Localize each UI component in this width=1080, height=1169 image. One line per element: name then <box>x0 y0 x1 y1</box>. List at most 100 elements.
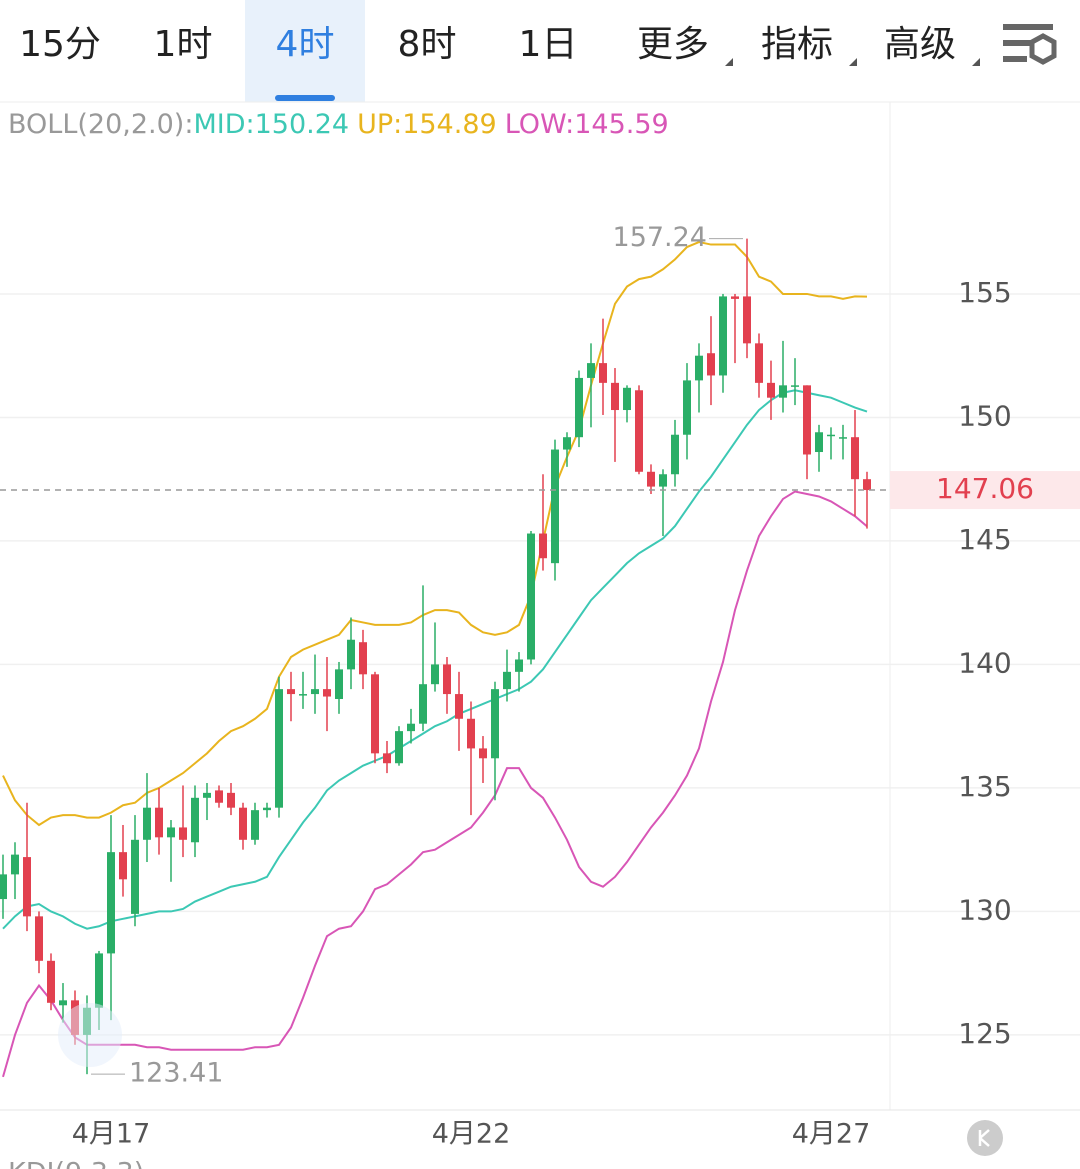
candle-body <box>143 807 151 840</box>
candle-body <box>35 916 43 961</box>
candle-body <box>119 852 127 880</box>
candle-body <box>335 669 343 700</box>
candle-body <box>851 437 859 480</box>
boll-line <box>2 241 868 827</box>
candle-body <box>419 684 427 724</box>
tab[interactable]: 1时 <box>154 24 213 65</box>
candle-body <box>839 437 847 439</box>
x-tick-label: 4月17 <box>72 1119 151 1150</box>
candle-body <box>719 296 727 376</box>
candle-body <box>383 753 391 764</box>
candle-body <box>47 960 55 1003</box>
candle-body <box>323 689 331 697</box>
candle-body <box>707 353 715 376</box>
candle-body <box>179 827 187 840</box>
tab[interactable]: 指标 <box>761 24 833 65</box>
candle-body <box>647 471 655 487</box>
x-tick-label: 4月27 <box>792 1119 871 1150</box>
y-tick-label: 150 <box>958 399 1011 432</box>
candle-body <box>743 296 751 344</box>
candle-body <box>287 689 295 695</box>
candle-body <box>779 385 787 398</box>
price-tag-label: 147.06 <box>936 472 1034 505</box>
candle-body <box>491 689 499 759</box>
candle-body <box>563 437 571 450</box>
tab[interactable]: 4时 <box>276 24 335 65</box>
legend: BOLL(20,2.0):MID:150.24 UP:154.89 LOW:145.… <box>8 109 669 140</box>
candle-body <box>599 363 607 383</box>
candle-body <box>695 355 703 381</box>
legend-entry: LOW:145.59 <box>505 109 669 140</box>
tab[interactable]: 更多 <box>637 24 709 65</box>
candle-body <box>803 385 811 455</box>
y-tick-label: 130 <box>958 893 1011 926</box>
candle-body <box>227 792 235 808</box>
icon-bar <box>1003 56 1027 62</box>
candle-body <box>863 479 871 491</box>
candle-body <box>275 689 283 808</box>
candle-body <box>635 390 643 472</box>
candle-body <box>659 474 667 487</box>
candle-body <box>611 382 619 411</box>
candle-body <box>755 343 763 383</box>
icon-bar <box>1003 40 1031 46</box>
icon-hex <box>1029 33 1057 65</box>
price-tag <box>890 471 1080 510</box>
y-tick-label: 155 <box>958 276 1011 309</box>
candle-body <box>503 671 511 690</box>
dropdown-caret <box>849 58 857 66</box>
tab[interactable]: 1日 <box>519 24 578 65</box>
candle-body <box>215 790 223 803</box>
candle-body <box>59 1000 67 1006</box>
candle-body <box>515 659 523 672</box>
candle-body <box>407 723 415 732</box>
tab[interactable]: 高级 <box>884 24 956 65</box>
tab[interactable]: 15分 <box>19 24 101 65</box>
candle-body <box>191 797 199 843</box>
candle-body <box>299 694 307 696</box>
candle-body <box>671 434 679 475</box>
dropdown-caret <box>725 58 733 66</box>
y-tick-label: 135 <box>958 770 1011 803</box>
tab-indicator <box>275 95 335 101</box>
k-button[interactable] <box>967 1120 1003 1156</box>
candle-body <box>155 807 163 838</box>
candle-body <box>395 731 403 764</box>
candle-body <box>551 449 559 564</box>
candle-body <box>0 874 7 900</box>
candle-body <box>23 857 31 917</box>
boll-line <box>2 490 868 1078</box>
candle-body <box>575 377 583 438</box>
candle-body <box>239 807 247 840</box>
candle-body <box>167 827 175 838</box>
y-tick-label: 145 <box>958 523 1011 556</box>
x-tick-label: 4月22 <box>432 1119 511 1150</box>
y-tick-label: 140 <box>958 646 1011 679</box>
candle-body <box>479 748 487 759</box>
legend-entry: UP:154.89 <box>357 109 497 140</box>
candle-body <box>467 718 475 749</box>
candle-body <box>443 664 451 695</box>
candle-body <box>347 639 355 670</box>
candle-body <box>107 852 115 954</box>
candle-body <box>827 434 835 437</box>
tab-highlight <box>245 0 365 102</box>
tab[interactable]: 8时 <box>398 24 457 65</box>
candle-body <box>263 807 271 811</box>
max-label: 157.24 <box>613 222 707 253</box>
candle-body <box>455 694 463 719</box>
boll-line <box>2 389 868 930</box>
min-label: 123.41 <box>129 1058 223 1089</box>
candle-body <box>131 839 139 914</box>
candle-body <box>359 642 367 675</box>
candle-body <box>251 810 259 840</box>
candle-body <box>815 432 823 453</box>
candle-body <box>791 385 799 387</box>
candle-body <box>371 674 379 754</box>
settings-icon[interactable] <box>1003 24 1057 65</box>
candle-body <box>587 363 595 378</box>
y-tick-label: 125 <box>958 1017 1011 1050</box>
candle-body <box>527 533 535 660</box>
